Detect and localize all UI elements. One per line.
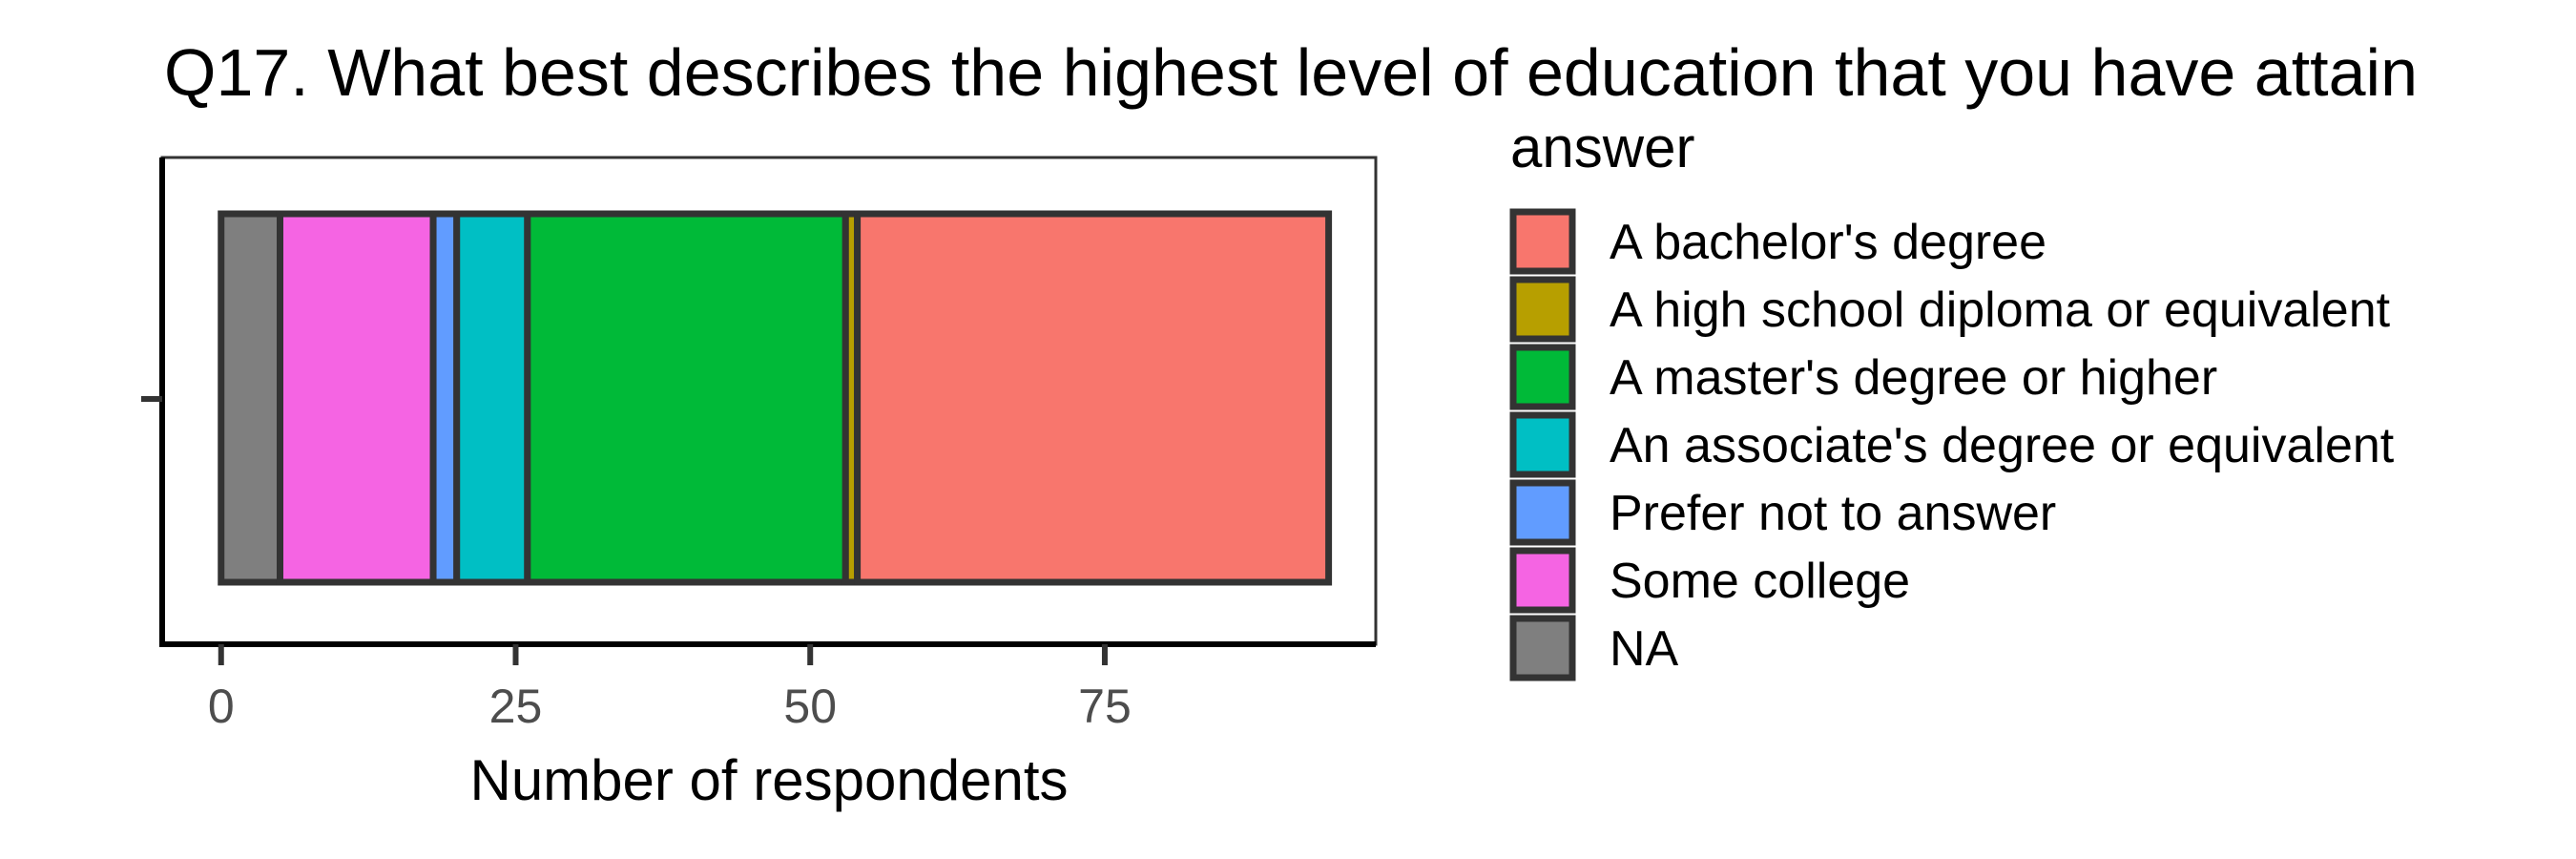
legend-key-a-high-school-diploma-or-equivalent (1509, 276, 1576, 343)
bar-segment-na (218, 210, 283, 586)
legend-key-some-college (1509, 547, 1576, 614)
legend-label: Prefer not to answer (1610, 486, 2056, 541)
legend-label: A master's degree or higher (1610, 350, 2217, 406)
bar-stack (218, 210, 1333, 586)
legend-label: Some college (1610, 554, 1910, 609)
legend-label: An associate's degree or equivalent (1610, 418, 2395, 473)
bar-segment-prefer-not-to-answer (429, 210, 461, 586)
x-axis-ticks: 0 25 50 75 (208, 644, 1132, 733)
legend: A bachelor's degree A high school diploma… (1509, 208, 2395, 681)
legend-key-a-bachelor-s-degree (1509, 208, 1576, 275)
bar-segment-a-master-s-degree-or-higher (524, 210, 849, 586)
legend-title: answer (1510, 115, 1694, 179)
x-tick-label: 0 (208, 680, 235, 733)
x-axis-title: Number of respondents (469, 748, 1068, 812)
legend-key-a-master-s-degree-or-higher (1509, 344, 1576, 410)
chart-title: Q17. What best describes the highest lev… (164, 35, 2418, 110)
x-tick-label: 50 (783, 680, 837, 733)
bar-segment-some-college (276, 210, 437, 586)
legend-label: A high school diploma or equivalent (1610, 283, 2391, 338)
x-tick-label: 75 (1078, 680, 1132, 733)
legend-label: NA (1610, 621, 1679, 677)
bar-segment-a-bachelor-s-degree (854, 210, 1333, 586)
legend-key-an-associate-s-degree-or-equivalent (1509, 411, 1576, 478)
legend-key-prefer-not-to-answer (1509, 479, 1576, 546)
bar-segment-an-associate-s-degree-or-equivalent (453, 210, 531, 586)
x-tick-label: 25 (489, 680, 543, 733)
legend-key-na (1509, 615, 1576, 681)
legend-label: A bachelor's degree (1610, 215, 2046, 270)
